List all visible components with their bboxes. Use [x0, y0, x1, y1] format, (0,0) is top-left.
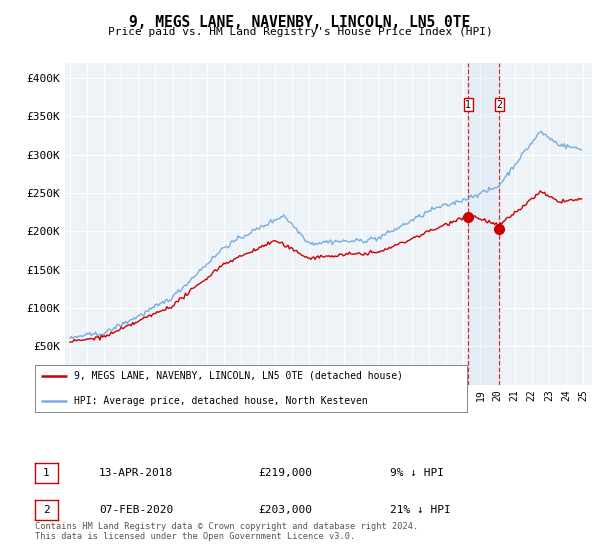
Text: 13-APR-2018: 13-APR-2018 [99, 468, 173, 478]
Text: Price paid vs. HM Land Registry's House Price Index (HPI): Price paid vs. HM Land Registry's House … [107, 27, 493, 37]
Text: 9, MEGS LANE, NAVENBY, LINCOLN, LN5 0TE: 9, MEGS LANE, NAVENBY, LINCOLN, LN5 0TE [130, 15, 470, 30]
Text: £203,000: £203,000 [258, 505, 312, 515]
Text: 21% ↓ HPI: 21% ↓ HPI [390, 505, 451, 515]
Text: 9% ↓ HPI: 9% ↓ HPI [390, 468, 444, 478]
Bar [468, 63, 499, 385]
Text: 1: 1 [43, 468, 50, 478]
Text: HPI: Average price, detached house, North Kesteven: HPI: Average price, detached house, Nort… [74, 396, 367, 406]
Text: 2: 2 [496, 100, 502, 110]
Text: 9, MEGS LANE, NAVENBY, LINCOLN, LN5 0TE (detached house): 9, MEGS LANE, NAVENBY, LINCOLN, LN5 0TE … [74, 371, 403, 381]
Text: £219,000: £219,000 [258, 468, 312, 478]
Text: 07-FEB-2020: 07-FEB-2020 [99, 505, 173, 515]
Text: 1: 1 [465, 100, 471, 110]
Text: Contains HM Land Registry data © Crown copyright and database right 2024.
This d: Contains HM Land Registry data © Crown c… [35, 522, 418, 542]
Text: 2: 2 [43, 505, 50, 515]
